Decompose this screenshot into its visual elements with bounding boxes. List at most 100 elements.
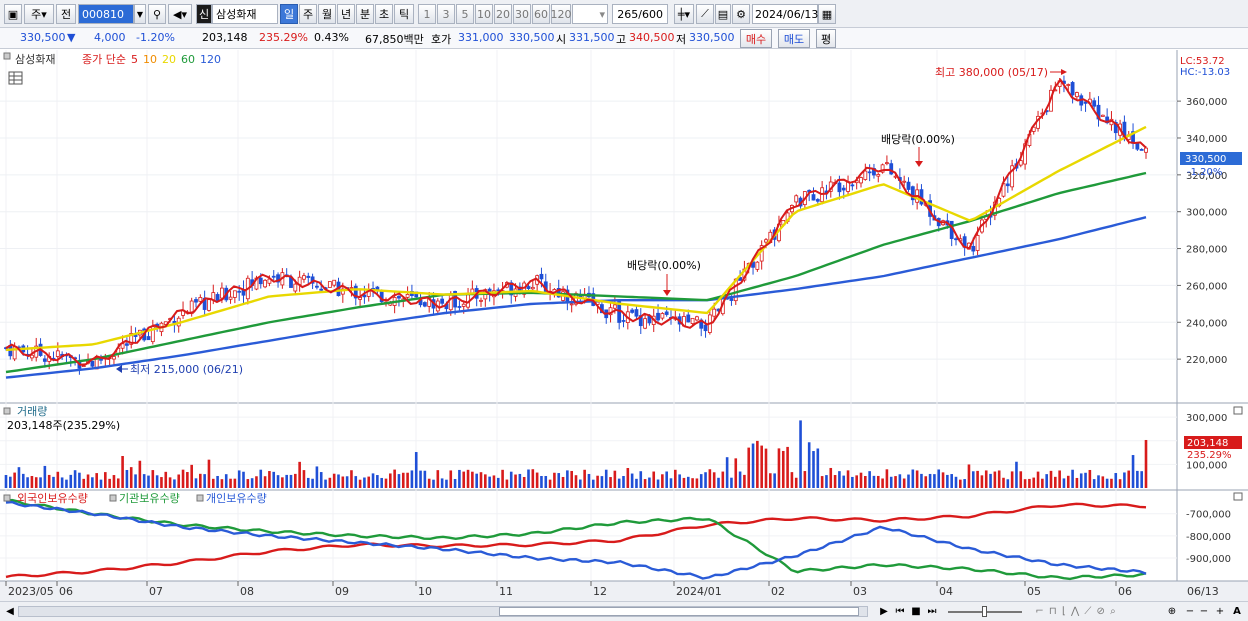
period-minute-button[interactable]: 분 [356, 4, 374, 24]
minute-10-button[interactable]: 10 [475, 4, 493, 24]
candle-type-icon[interactable]: ╪▾ [674, 4, 694, 24]
price-tick-label: 340,000 [1186, 134, 1227, 145]
prev-button[interactable]: 전 [56, 4, 76, 24]
volume-bar [699, 474, 703, 488]
volume-bar [401, 472, 405, 488]
volume-bar [1010, 471, 1014, 488]
minute-3-button[interactable]: 3 [437, 4, 455, 24]
stop-icon[interactable]: ■ [911, 606, 921, 617]
calendar-icon[interactable]: ▦ [818, 4, 836, 24]
forward-icon[interactable]: ⏭ [927, 606, 937, 617]
pane-menu-icon[interactable] [3, 52, 11, 60]
candle-body [146, 336, 151, 341]
drawing-tools-icons[interactable]: ⌐ ⊓ ⌊ ⋀ ⟋ ⊘ ⌕ [1035, 606, 1117, 617]
period-week-button[interactable]: 주 [299, 4, 317, 24]
sell-button[interactable]: 매도 [778, 29, 810, 48]
minute-1-button[interactable]: 1 [418, 4, 436, 24]
layout-icon[interactable]: ▣ [4, 4, 22, 24]
volume-bar [9, 476, 12, 488]
crosshair-icon[interactable]: ⊕ [1167, 606, 1177, 617]
volume-bar [531, 469, 535, 488]
scroll-left-icon[interactable]: ◀ [6, 606, 14, 617]
search-icon[interactable]: ⚲ [148, 4, 166, 24]
annotation-dividend-1: 배당락(0.00%) [627, 259, 701, 272]
volume-bar [65, 479, 68, 488]
open-price: 331,500 [569, 31, 615, 44]
volume-bar [142, 474, 146, 488]
period-year-button[interactable]: 년 [337, 4, 355, 24]
scroll-right-icon[interactable]: ▶ [880, 606, 888, 617]
volume-bar [704, 472, 707, 488]
volume-bar [371, 473, 375, 488]
volume-bar [129, 467, 133, 488]
volume-last-badge [1184, 436, 1242, 449]
eval-button[interactable]: 평 [816, 29, 836, 48]
table-icon[interactable] [8, 71, 23, 85]
rewind-icon[interactable]: ⏮ [895, 606, 905, 617]
minute-60-button[interactable]: 60 [532, 4, 550, 24]
minute-5-button[interactable]: 5 [456, 4, 474, 24]
volume-bar [186, 472, 189, 488]
volume-bar [177, 474, 181, 488]
period-month-button[interactable]: 월 [318, 4, 336, 24]
scroll-track[interactable] [18, 606, 868, 617]
volume-bar [881, 478, 884, 488]
scroll-thumb[interactable] [499, 607, 859, 616]
count-input[interactable]: 265/600 [612, 4, 668, 24]
volume-bar [311, 478, 314, 488]
stock-code-input[interactable]: 000810 [78, 4, 134, 24]
candle-body [306, 275, 311, 278]
volume-bar [574, 475, 578, 488]
volume-bar [691, 478, 694, 488]
gear-icon[interactable]: ⚙ [732, 4, 750, 24]
zoom-slider-handle[interactable] [982, 606, 987, 617]
volume-bar [406, 472, 409, 488]
volume-bar [596, 475, 599, 488]
font-size-icon[interactable]: A [1233, 606, 1241, 617]
candle-body [656, 312, 660, 321]
period-day-button[interactable]: 일 [280, 4, 298, 24]
save-icon[interactable]: ▤ [715, 4, 731, 24]
minute-120-button[interactable]: 120 [551, 4, 572, 24]
volume-bar [1058, 470, 1061, 488]
draw-tool-icon[interactable]: ⟋ [696, 4, 714, 24]
open-label: 시 [556, 33, 567, 46]
candle-body [90, 360, 95, 367]
candle-body [690, 317, 695, 324]
volume-pane-menu-icon[interactable] [3, 407, 11, 415]
volume-bar [78, 472, 81, 488]
chart-area[interactable]: 삼성화재 종가 단순 5 10 20 60 120 최고 380,000 (05/17) … [0, 50, 1248, 601]
buy-button[interactable]: 매수 [740, 29, 772, 48]
scroll-bar[interactable]: ◀ ▶ ⏮ ■ ⏭ ⌐ ⊓ ⌊ ⋀ ⟋ ⊘ ⌕ ⊕ − − + A [0, 601, 1248, 621]
code-dropdown-icon[interactable]: ▼ [134, 4, 146, 24]
volume-bars [4, 420, 1148, 488]
minute-20-button[interactable]: 20 [494, 4, 512, 24]
market-select[interactable]: 주 ▾ [24, 4, 54, 24]
speaker-icon[interactable]: ◀▾ [168, 4, 192, 24]
plus-icon[interactable]: + [1215, 606, 1225, 617]
volume-bar [1101, 476, 1105, 488]
volume-bar [639, 471, 643, 488]
minute-30-button[interactable]: 30 [513, 4, 531, 24]
minus-icon[interactable]: − [1199, 606, 1209, 617]
period-tick-button[interactable]: 틱 [394, 4, 414, 24]
chart-annotations: 최고 380,000 (05/17) 최저 215,000 (06/21) 배당… [116, 66, 1067, 376]
interval-select[interactable]: ▾ [572, 4, 608, 24]
volume-tick-label: 300,000 [1186, 413, 1227, 424]
volume-bar [69, 474, 73, 488]
zoom-out-icon[interactable]: − [1185, 606, 1195, 617]
volume-bar [1045, 474, 1048, 488]
holdings-pane-menu-icon[interactable] [3, 494, 11, 502]
candle-body [263, 279, 267, 288]
volume-pane-close-icon[interactable] [1233, 406, 1243, 415]
holdings-pane-close-icon[interactable] [1233, 492, 1243, 501]
date-input[interactable]: 2024/06/13 [752, 4, 818, 24]
volume-bar [1006, 479, 1010, 488]
period-second-button[interactable]: 초 [375, 4, 393, 24]
candle-body [258, 277, 263, 285]
chart-svg[interactable]: 삼성화재 종가 단순 5 10 20 60 120 최고 380,000 (05/17) … [0, 50, 1248, 601]
volume-bar [332, 473, 336, 488]
candle-body [228, 296, 233, 300]
trade-amount: 67,850백만 [365, 33, 424, 46]
volume-bar [298, 461, 301, 488]
